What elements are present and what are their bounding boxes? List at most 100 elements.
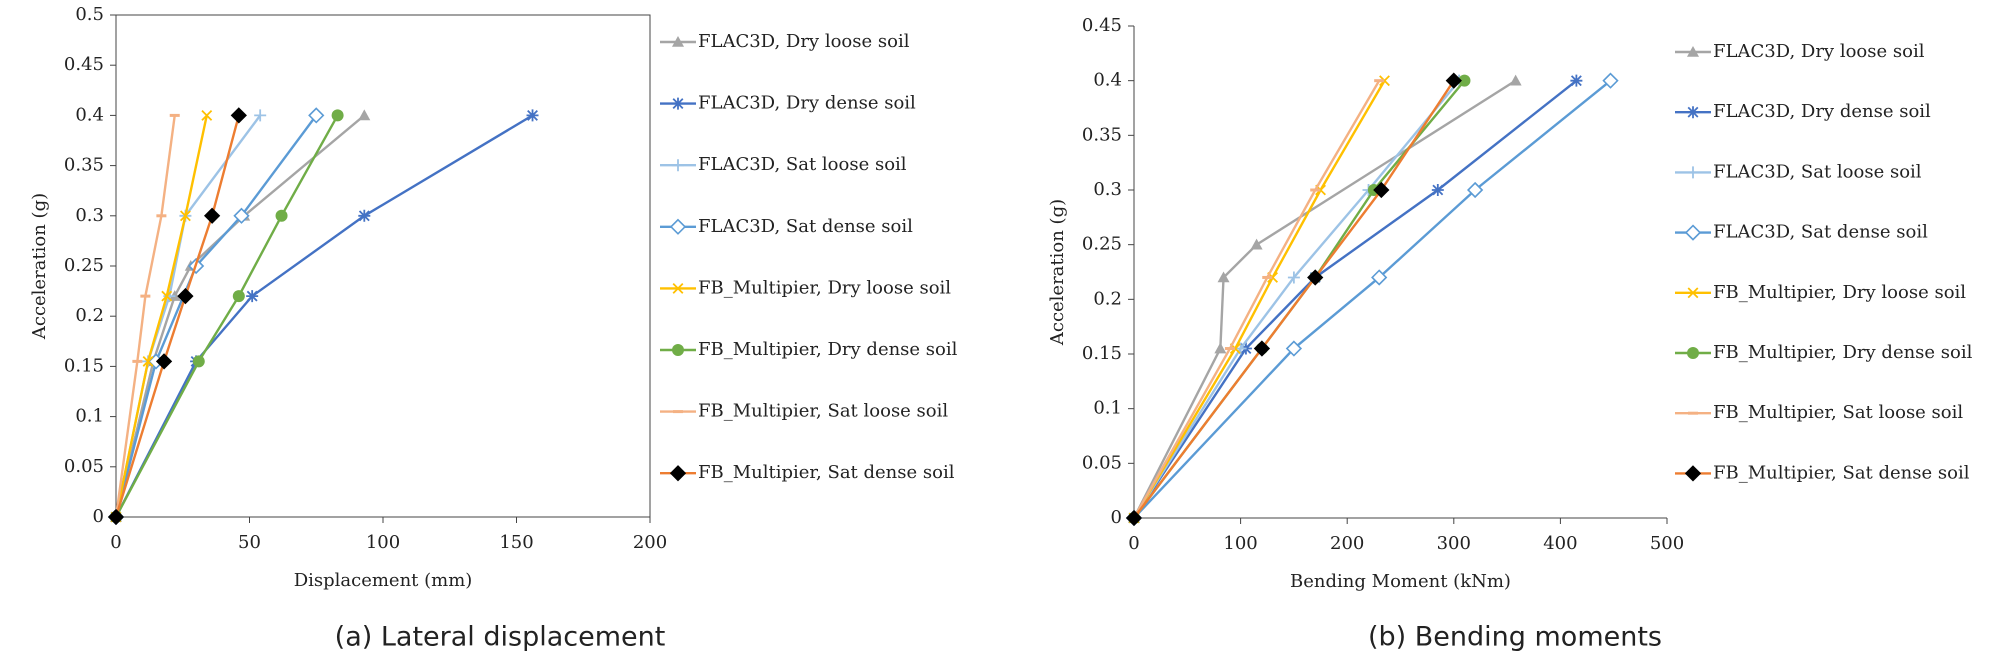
y-axis-label: Acceleration (g) — [1047, 199, 1068, 346]
marker — [192, 355, 205, 368]
x-tick-label: 100 — [1223, 533, 1257, 554]
marker — [201, 109, 213, 121]
marker — [308, 107, 325, 124]
y-tick-label: 0 — [93, 506, 104, 527]
series-line — [1132, 79, 1517, 519]
legend-marker — [1687, 287, 1699, 299]
series-line — [1132, 80, 1381, 519]
x-axis-label: Displacement (mm) — [294, 570, 473, 591]
y-tick-label: 0.05 — [64, 456, 104, 477]
marker — [254, 109, 267, 122]
legend-label: FB_Multipier, Dry dense soil — [1713, 342, 1973, 363]
series-line — [114, 114, 339, 518]
y-tick-label: 0.2 — [75, 305, 104, 326]
legend-marker — [672, 159, 684, 172]
series-line — [1132, 79, 1578, 519]
y-tick-label: 0.1 — [75, 406, 104, 427]
x-tick-label: 400 — [1543, 533, 1577, 554]
legend-marker — [669, 465, 687, 482]
y-tick-label: 0.05 — [1082, 452, 1122, 473]
x-tick-label: 300 — [1437, 533, 1471, 554]
marker — [1379, 75, 1390, 87]
y-axis-label: Acceleration (g) — [29, 193, 50, 340]
legend-marker — [672, 36, 684, 47]
series-line — [114, 115, 240, 518]
marker — [358, 109, 371, 121]
series-line — [114, 115, 208, 518]
marker — [161, 290, 173, 302]
y-tick-label: 0.25 — [64, 255, 104, 276]
marker — [1466, 181, 1484, 199]
legend-label: FB_Multipier, Dry loose soil — [1713, 282, 1966, 303]
marker — [203, 207, 221, 224]
legend-label: FB_Multipier, Dry dense soil — [698, 339, 958, 360]
legend-label: FB_Multipier, Sat loose soil — [1713, 402, 1963, 423]
series-line — [114, 114, 366, 518]
x-tick-label: 100 — [366, 532, 400, 553]
legend-marker — [672, 344, 684, 356]
marker — [275, 209, 288, 222]
marker — [107, 508, 125, 526]
legend-marker — [1684, 224, 1702, 241]
marker — [1250, 238, 1263, 250]
marker — [230, 107, 247, 124]
y-tick-label: 0.1 — [1093, 398, 1122, 419]
marker — [1287, 271, 1300, 284]
marker — [526, 109, 539, 122]
marker — [232, 290, 245, 303]
x-tick-label: 200 — [633, 532, 667, 553]
legend-marker — [672, 282, 684, 294]
legend-label: FLAC3D, Dry dense soil — [698, 93, 916, 114]
y-tick-label: 0.5 — [75, 4, 104, 25]
legend-label: FB_Multipier, Sat dense soil — [1713, 462, 1970, 483]
legend-marker — [672, 97, 684, 110]
caption: (b) Bending moments — [1368, 622, 1662, 653]
legend-label: FB_Multipier, Sat loose soil — [698, 401, 948, 422]
y-tick-label: 0.15 — [1082, 343, 1122, 364]
y-tick-label: 0 — [1111, 507, 1122, 528]
y-tick-label: 0.45 — [64, 54, 104, 75]
legend-label: FLAC3D, Sat dense soil — [1713, 222, 1928, 243]
series-line — [1133, 79, 1612, 519]
marker — [233, 207, 250, 224]
marker — [179, 210, 191, 222]
x-tick-label: 0 — [1128, 533, 1139, 554]
x-tick-label: 150 — [499, 532, 533, 553]
y-tick-label: 0.45 — [1082, 15, 1122, 36]
legend-marker — [1687, 46, 1699, 57]
marker — [358, 209, 371, 222]
marker — [1125, 509, 1143, 527]
marker — [155, 353, 173, 370]
marker — [1602, 72, 1619, 89]
marker — [246, 290, 259, 303]
series-line — [114, 115, 176, 518]
legend-label: FLAC3D, Dry dense soil — [1713, 101, 1931, 122]
x-tick-label: 200 — [1330, 533, 1364, 554]
legend-marker — [1687, 106, 1699, 119]
y-tick-label: 0.25 — [1082, 234, 1122, 255]
legend-label: FB_Multipier, Dry loose soil — [698, 277, 951, 298]
marker — [331, 109, 344, 122]
series-line — [114, 114, 262, 518]
marker — [1458, 74, 1471, 87]
marker — [1431, 184, 1444, 196]
legend-marker — [1687, 347, 1699, 359]
x-tick-label: 0 — [110, 532, 121, 553]
marker — [142, 355, 154, 367]
legend-label: FLAC3D, Dry loose soil — [698, 31, 910, 52]
legend-marker — [1684, 465, 1702, 482]
legend-label: FLAC3D, Sat loose soil — [1713, 161, 1922, 182]
y-tick-label: 0.4 — [1093, 70, 1122, 91]
y-tick-label: 0.2 — [1093, 288, 1122, 309]
x-tick-label: 50 — [238, 532, 261, 553]
marker — [1307, 269, 1324, 286]
legend-label: FLAC3D, Sat dense soil — [698, 216, 913, 237]
marker — [1373, 181, 1390, 199]
legend-label: FB_Multipier, Sat dense soil — [698, 462, 955, 483]
x-axis-label: Bending Moment (kNm) — [1290, 571, 1511, 592]
marker — [1509, 74, 1522, 86]
legend-marker — [669, 218, 687, 235]
y-tick-label: 0.35 — [64, 155, 104, 176]
y-tick-label: 0.35 — [1082, 124, 1122, 145]
